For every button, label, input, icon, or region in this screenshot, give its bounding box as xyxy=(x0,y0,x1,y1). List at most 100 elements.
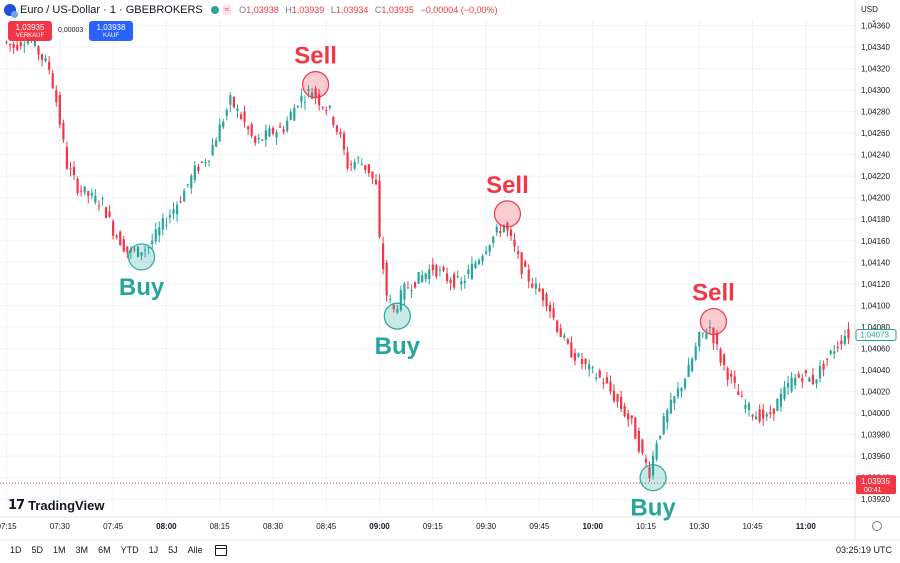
candle-body xyxy=(207,160,211,162)
candle-body xyxy=(481,255,484,262)
candle-body xyxy=(822,364,825,370)
status-badge: ≈ xyxy=(222,5,232,15)
y-tick-label: 1,03960 xyxy=(861,452,890,461)
candle-body xyxy=(360,164,363,166)
range-6m[interactable]: 6M xyxy=(98,545,111,555)
candle-body xyxy=(797,373,800,378)
calendar-icon[interactable] xyxy=(214,544,227,556)
candle-body xyxy=(200,161,204,163)
candle-body xyxy=(570,342,573,358)
candle-body xyxy=(485,251,488,254)
candle-body xyxy=(509,229,513,236)
candle-body xyxy=(534,283,537,289)
candle-body xyxy=(218,124,221,142)
candle-body xyxy=(250,124,253,136)
candle-body xyxy=(801,378,804,382)
candle-body xyxy=(676,388,680,397)
range-1j[interactable]: 1J xyxy=(148,545,159,555)
candle-body xyxy=(65,146,69,169)
candle-body xyxy=(151,240,154,245)
x-tick-label: 07:30 xyxy=(50,522,71,531)
candle-body xyxy=(559,328,562,338)
candle-body xyxy=(826,358,829,360)
candle-body xyxy=(374,179,378,185)
candle-body xyxy=(421,274,424,282)
sell-signal-marker xyxy=(699,307,728,336)
chevron-down-icon[interactable]: ⌄ xyxy=(871,17,877,24)
candle-body xyxy=(136,246,140,258)
candle-body xyxy=(456,276,459,278)
candle-body xyxy=(101,198,104,200)
candle-body xyxy=(140,252,143,256)
candle-body xyxy=(296,105,299,107)
candle-body xyxy=(772,408,775,414)
candle-body xyxy=(477,260,481,265)
sell-button[interactable]: 1,03935 VERKAUF xyxy=(8,21,52,41)
candle-body xyxy=(548,304,552,312)
candle-body xyxy=(236,108,239,111)
candle-body xyxy=(563,335,566,338)
range-1d[interactable]: 1D xyxy=(10,545,22,555)
currency-selector[interactable]: USD xyxy=(861,5,878,14)
y-tick-label: 1,04180 xyxy=(861,215,890,224)
candle-body xyxy=(701,332,704,334)
candle-body xyxy=(669,399,672,414)
candle-body xyxy=(495,226,498,233)
buy-button[interactable]: 1,03938 KAUF xyxy=(89,21,133,41)
candle-body xyxy=(747,403,751,410)
x-tick-label: 07:45 xyxy=(103,522,124,531)
candle-body xyxy=(278,126,282,128)
spread-value: 0,00003 xyxy=(58,27,84,34)
x-tick-label: 11:00 xyxy=(796,522,817,531)
x-tick-label: 10:15 xyxy=(636,522,657,531)
candle-body xyxy=(342,133,346,150)
candle-body xyxy=(215,140,218,147)
candle-body xyxy=(364,164,367,170)
gear-icon[interactable] xyxy=(872,521,882,531)
candle-body xyxy=(406,287,410,289)
sell-label: VERKAUF xyxy=(15,33,45,39)
candle-body xyxy=(602,382,605,384)
candle-body xyxy=(527,269,530,282)
buy-signal-marker xyxy=(383,302,411,330)
range-3m[interactable]: 3M xyxy=(75,545,89,555)
candle-body xyxy=(612,390,616,402)
y-tick-label: 1,04200 xyxy=(861,194,890,203)
candle-body xyxy=(719,348,722,363)
y-tick-label: 1,03980 xyxy=(861,431,890,440)
candle-body xyxy=(637,430,640,452)
y-tick-label: 1,04160 xyxy=(861,237,890,246)
range-5d[interactable]: 5D xyxy=(31,545,44,555)
candle-body xyxy=(62,123,65,140)
candle-body xyxy=(730,373,733,377)
candle-body xyxy=(321,107,324,109)
x-tick-label: 08:45 xyxy=(316,522,337,531)
range-alle[interactable]: Alle xyxy=(187,545,203,555)
buy-signal-label: Buy xyxy=(119,274,165,301)
candle-body xyxy=(104,207,108,219)
range-5j[interactable]: 5J xyxy=(168,545,178,555)
candle-body xyxy=(740,395,743,397)
tradingview-wordmark: TradingView xyxy=(28,498,105,513)
market-open-icon xyxy=(210,6,219,14)
x-tick-label: 09:15 xyxy=(423,522,444,531)
candle-body xyxy=(403,283,406,300)
sell-price: 1,03935 xyxy=(15,23,45,32)
symbol-title[interactable]: Euro / US-Dollar · 1 · GBEBROKERS xyxy=(20,4,203,16)
range-ytd[interactable]: YTD xyxy=(120,545,139,555)
utc-clock[interactable]: 03:25:19 UTC xyxy=(835,545,892,555)
candle-body xyxy=(211,144,214,156)
x-tick-label: 09:45 xyxy=(529,522,550,531)
sell-signal-label: Sell xyxy=(294,43,337,70)
candle-body xyxy=(229,94,232,105)
sell-signal-marker xyxy=(302,71,330,99)
candle-body xyxy=(5,41,8,43)
candle-body xyxy=(399,290,402,311)
candle-body xyxy=(300,95,303,102)
candle-body xyxy=(591,367,594,369)
candle-body xyxy=(353,161,356,169)
range-1m[interactable]: 1M xyxy=(53,545,66,555)
candle-body xyxy=(765,414,768,417)
y-tick-label: 1,04260 xyxy=(861,129,890,138)
